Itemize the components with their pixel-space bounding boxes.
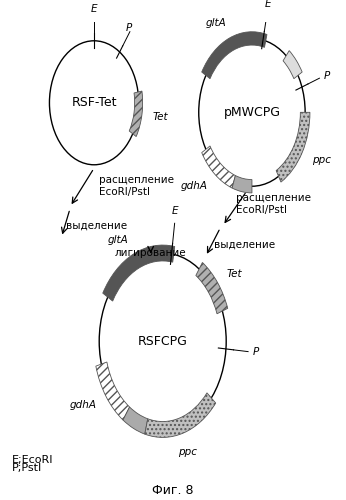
Text: лигирование: лигирование	[115, 248, 186, 258]
Wedge shape	[196, 262, 228, 314]
Wedge shape	[276, 112, 310, 182]
Text: E: E	[264, 0, 271, 9]
Text: выделение: выделение	[213, 240, 275, 250]
Wedge shape	[103, 245, 175, 301]
Text: gltA: gltA	[206, 18, 226, 28]
Text: P;PstI: P;PstI	[12, 462, 42, 472]
Wedge shape	[283, 50, 302, 78]
Wedge shape	[232, 176, 252, 193]
Text: Tet: Tet	[227, 269, 243, 279]
Text: gdhA: gdhA	[70, 400, 97, 410]
Wedge shape	[202, 32, 267, 78]
Wedge shape	[123, 407, 148, 434]
Text: RSFCPG: RSFCPG	[138, 334, 188, 347]
Text: Tet: Tet	[153, 112, 169, 122]
Wedge shape	[145, 393, 216, 438]
Text: расщепление
EcoRI/PstI: расщепление EcoRI/PstI	[99, 175, 174, 197]
Text: pMWCPG: pMWCPG	[224, 106, 281, 119]
Wedge shape	[202, 146, 235, 188]
Wedge shape	[96, 362, 129, 420]
Text: ppc: ppc	[178, 447, 197, 457]
Text: P: P	[126, 22, 132, 32]
Text: выделение: выделение	[66, 221, 127, 231]
Text: gltA: gltA	[108, 235, 129, 245]
Text: E: E	[172, 206, 179, 216]
Text: P: P	[253, 347, 260, 357]
Text: Фиг. 8: Фиг. 8	[152, 484, 194, 496]
Text: E: E	[91, 4, 97, 14]
Text: расщепление
EcoRI/PstI: расщепление EcoRI/PstI	[237, 193, 311, 214]
Text: RSF-Tet: RSF-Tet	[71, 96, 117, 110]
Text: gdhA: gdhA	[181, 180, 208, 190]
Text: E;EcoRI: E;EcoRI	[12, 454, 53, 464]
Text: P: P	[324, 71, 330, 81]
Wedge shape	[129, 91, 143, 136]
Text: ppc: ppc	[312, 155, 331, 165]
